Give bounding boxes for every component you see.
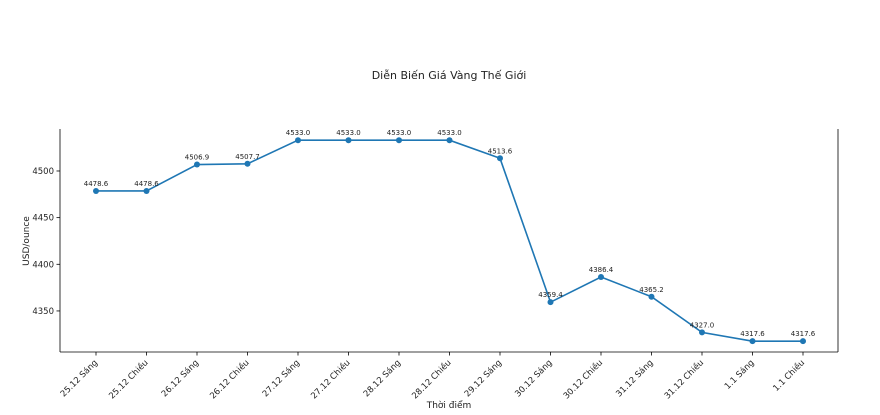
data-label: 4317.6: [740, 330, 765, 338]
y-tick-label: 4500: [32, 167, 54, 177]
x-axis-title: Thời điểm: [426, 400, 472, 411]
data-label: 4317.6: [791, 330, 816, 338]
x-tick-label: 1.1 Chiều: [771, 357, 807, 393]
data-point: [396, 137, 402, 144]
x-tick-label: 28.12 Sáng: [362, 358, 403, 399]
y-axis-title: USD/ounce: [22, 216, 32, 266]
data-label: 4513.6: [488, 147, 513, 155]
data-label: 4478.6: [84, 180, 109, 188]
y-tick-label: 4450: [32, 214, 54, 224]
x-tick-label: 27.12 Sáng: [261, 358, 302, 399]
y-tick-label: 4400: [32, 260, 54, 270]
data-point: [497, 155, 503, 162]
data-label: 4533.0: [336, 129, 361, 137]
data-label: 4507.7: [235, 153, 260, 161]
chart-title: Diễn Biến Giá Vàng Thế Giới: [372, 69, 527, 82]
data-point: [345, 137, 352, 144]
series-group: [93, 137, 806, 345]
data-label: 4327.0: [690, 321, 715, 329]
data-label: 4533.0: [437, 129, 462, 137]
data-point: [699, 329, 705, 336]
y-axis-ticks: 4350 4400 4450 4500: [32, 167, 60, 317]
data-label: 4478.6: [134, 180, 159, 188]
data-point: [244, 160, 251, 167]
data-label: 4359.4: [538, 291, 563, 299]
data-label: 4533.0: [387, 129, 412, 137]
x-tick-label: 1.1 Sáng: [723, 358, 757, 392]
data-point: [194, 161, 200, 168]
data-point: [598, 273, 604, 280]
x-tick-label: 26.12 Sáng: [160, 358, 201, 399]
x-axis-ticks: 25.12 Sáng 25.12 Chiều 26.12 Sáng 26.12 Chi…: [59, 352, 807, 401]
x-tick-label: 27.12 Chiều: [309, 357, 353, 401]
x-tick-label: 25.12 Chiều: [107, 357, 151, 401]
plot-frame: [59, 129, 839, 353]
data-point: [800, 338, 806, 345]
x-tick-label: 29.12 Sáng: [463, 358, 504, 399]
data-point: [547, 299, 554, 306]
x-tick-label: 28.12 Chiều: [410, 357, 454, 401]
x-tick-label: 30.12 Chiều: [561, 357, 605, 401]
data-label: 4365.2: [639, 286, 664, 294]
x-tick-label: 25.12 Sáng: [59, 358, 100, 399]
data-point: [143, 187, 150, 194]
data-point: [295, 137, 301, 144]
data-label: 4386.4: [589, 266, 614, 274]
data-point: [648, 293, 655, 300]
x-tick-label: 31.12 Sáng: [614, 358, 655, 399]
x-tick-label: 26.12 Chiều: [208, 357, 252, 401]
data-point: [749, 338, 756, 345]
x-tick-label: 31.12 Chiều: [662, 357, 706, 401]
x-tick-label: 30.12 Sáng: [513, 358, 554, 399]
y-tick-label: 4350: [32, 307, 54, 317]
data-point: [446, 137, 453, 144]
data-label: 4533.0: [286, 129, 311, 137]
data-label: 4506.9: [185, 154, 210, 162]
data-labels-group: 4478.6 4478.6 4506.9 4507.7 4533.0 4533.0 4533…: [84, 129, 816, 338]
series-line: [96, 139, 803, 342]
data-point: [93, 187, 99, 194]
